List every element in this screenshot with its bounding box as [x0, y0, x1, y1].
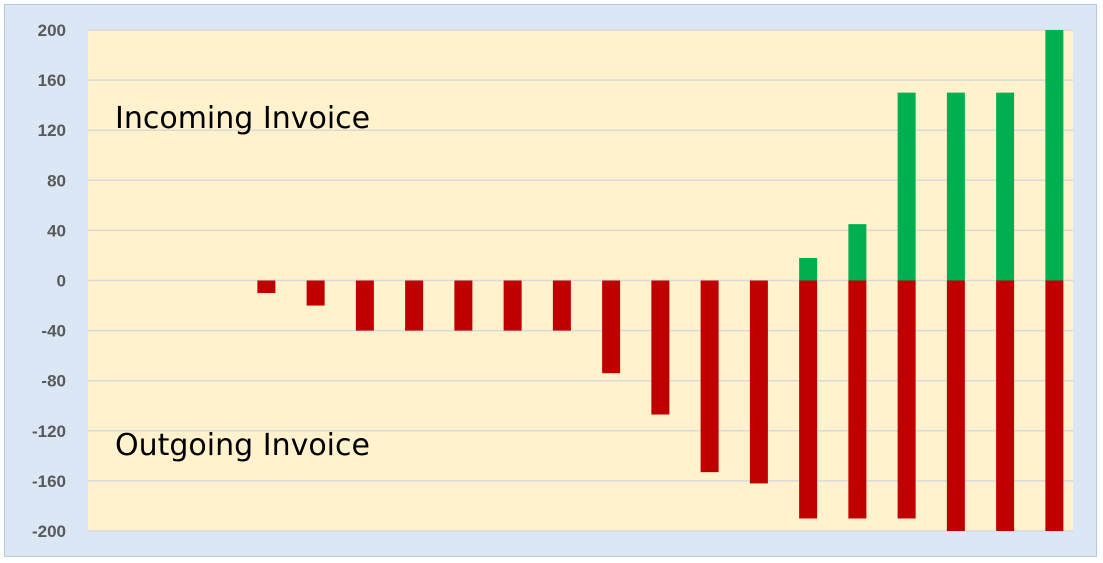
y-tick-label: 0	[57, 272, 66, 291]
outgoing-bar	[454, 280, 473, 331]
y-tick-label: -80	[41, 372, 66, 391]
y-tick-label: 80	[47, 171, 66, 190]
outgoing-bar	[651, 280, 670, 415]
outgoing-bar	[799, 280, 818, 519]
outgoing-bar	[749, 280, 768, 484]
bars	[257, 30, 1064, 531]
incoming-bar	[1045, 30, 1064, 281]
outgoing-bar	[602, 280, 621, 374]
outgoing-bar	[848, 280, 867, 519]
incoming-bar	[799, 257, 818, 281]
outgoing-bar	[306, 280, 325, 306]
outgoing-bar	[552, 280, 571, 331]
outgoing-bar	[503, 280, 522, 331]
outgoing-bar	[1045, 280, 1064, 531]
y-tick-label: -40	[41, 322, 66, 341]
y-tick-label: -120	[32, 422, 66, 441]
incoming-invoice-label: Incoming Invoice	[115, 101, 370, 136]
y-tick-label: 40	[47, 221, 66, 240]
incoming-bar	[897, 92, 916, 281]
y-tick-label: -200	[32, 522, 66, 541]
outgoing-bar	[700, 280, 719, 473]
outgoing-bar	[996, 280, 1015, 531]
outgoing-bar	[355, 280, 374, 331]
outgoing-bar	[405, 280, 424, 331]
outgoing-bar	[897, 280, 916, 519]
outgoing-invoice-label: Outgoing Invoice	[115, 428, 370, 463]
incoming-bar	[946, 92, 965, 281]
y-tick-label: 120	[38, 121, 66, 140]
incoming-bar	[848, 224, 867, 281]
outgoing-bar	[946, 280, 965, 531]
y-tick-label: 200	[38, 21, 66, 40]
y-tick-label: 160	[38, 71, 66, 90]
incoming-bar	[996, 92, 1015, 281]
outgoing-bar	[257, 280, 276, 294]
y-tick-label: -160	[32, 472, 66, 491]
y-axis-ticks: 200 160 120 80 40 0 -40 -80 -120 -160 -200	[32, 21, 66, 541]
